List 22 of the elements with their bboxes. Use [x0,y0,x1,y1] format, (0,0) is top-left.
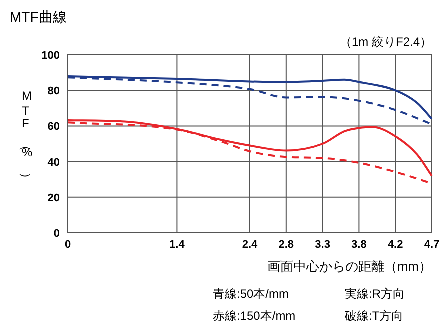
annotation: 破線:T方向 [345,309,404,323]
x-tick-label: 2.8 [278,239,294,251]
y-tick-label: 40 [48,156,60,169]
x-tick-label: 3.3 [315,239,330,251]
annotation: 実線:R方向 [345,287,405,301]
y-tick-label: 20 [48,192,60,204]
x-tick-label: 1.4 [170,239,186,251]
x-tick-label: 4.2 [388,239,404,251]
annotation: 青線:50本/mm [213,287,290,301]
y-tick-label: 60 [48,121,60,134]
x-axis-title: 画面中心からの距離（mm） [267,259,432,274]
x-tick-label: 0 [64,239,72,251]
x-tick-label: 2.4 [242,239,259,251]
x-tick-label: 4.7 [424,239,440,251]
annotation: （1m 絞りF2.4） [340,35,432,49]
annotation: 赤線:150本/mm [213,309,296,323]
y-axis-title: MTF（%） [19,89,38,190]
chart-title: MTF曲線 [10,9,67,25]
x-tick-label: 3.8 [352,239,367,251]
y-tick-label: 100 [42,50,60,62]
y-tick-label: 80 [48,86,60,98]
y-tick-label: 0 [54,228,60,240]
